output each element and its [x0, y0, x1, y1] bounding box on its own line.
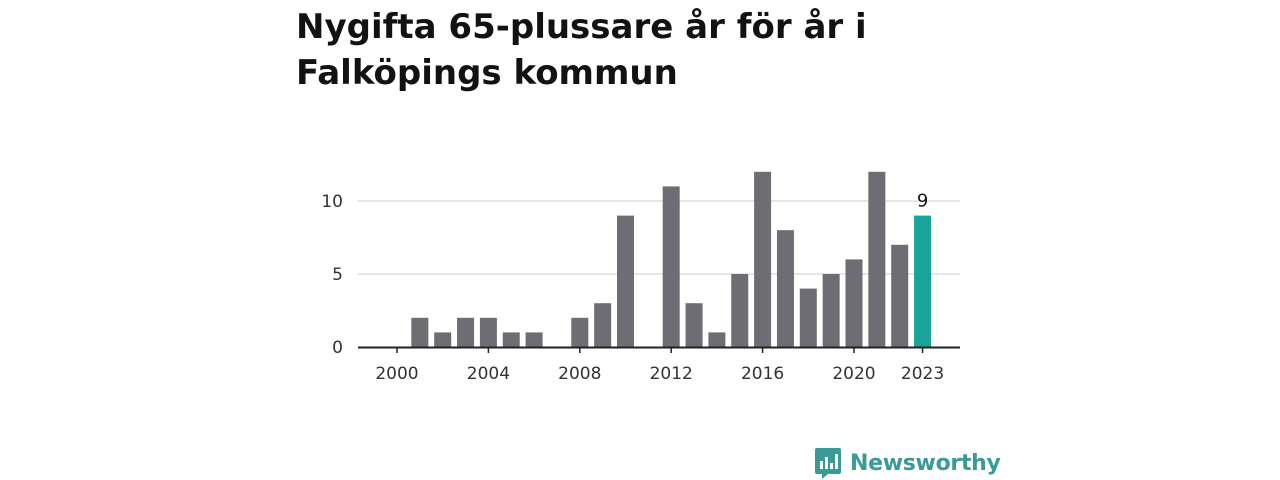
bar-2021 — [868, 171, 886, 347]
bar-2015 — [731, 274, 749, 347]
bar-2012 — [662, 186, 680, 347]
bar-2004 — [479, 317, 497, 347]
x-tick-label: 2012 — [650, 364, 693, 384]
bar-2008 — [571, 317, 589, 347]
y-tick-label: 5 — [332, 265, 343, 285]
brand-name: Newsworthy — [850, 450, 1001, 476]
bar-2005 — [502, 332, 520, 347]
data-label-2023: 9 — [917, 191, 928, 212]
y-tick-label: 10 — [321, 192, 343, 212]
y-tick-label: 0 — [332, 338, 343, 358]
bar-2018 — [799, 288, 817, 347]
bar-2020 — [845, 259, 863, 347]
newsworthy-logo-icon — [815, 448, 841, 479]
bars — [411, 171, 932, 347]
x-tick-labels: 2000 2004 2008 2012 2016 2020 2023 — [375, 347, 944, 384]
bar-2023 — [914, 215, 932, 347]
x-tick-label: 2016 — [741, 364, 784, 384]
bar-2003 — [457, 317, 475, 347]
bar-2019 — [822, 274, 840, 347]
bar-2016 — [754, 171, 772, 347]
bar-2017 — [776, 230, 794, 347]
x-tick-label: 2004 — [467, 364, 510, 384]
bar-2002 — [434, 332, 452, 347]
bar-2009 — [594, 303, 612, 347]
x-tick-label: 2020 — [832, 364, 875, 384]
bar-2022 — [891, 244, 909, 347]
bar-2006 — [525, 332, 543, 347]
x-tick-label: 2023 — [901, 364, 944, 384]
chart-title: Nygifta 65-plussare år för år i Falköpin… — [296, 7, 867, 93]
bar-2001 — [411, 317, 429, 347]
data-labels: 9 — [917, 191, 928, 212]
bar-2014 — [708, 332, 726, 347]
y-tick-labels: 0 5 10 — [321, 192, 343, 358]
x-tick-label: 2000 — [375, 364, 418, 384]
bar-2013 — [685, 303, 703, 347]
x-tick-label: 2008 — [558, 364, 601, 384]
bar-2010 — [617, 215, 634, 347]
brand: Newsworthy — [814, 446, 1001, 480]
